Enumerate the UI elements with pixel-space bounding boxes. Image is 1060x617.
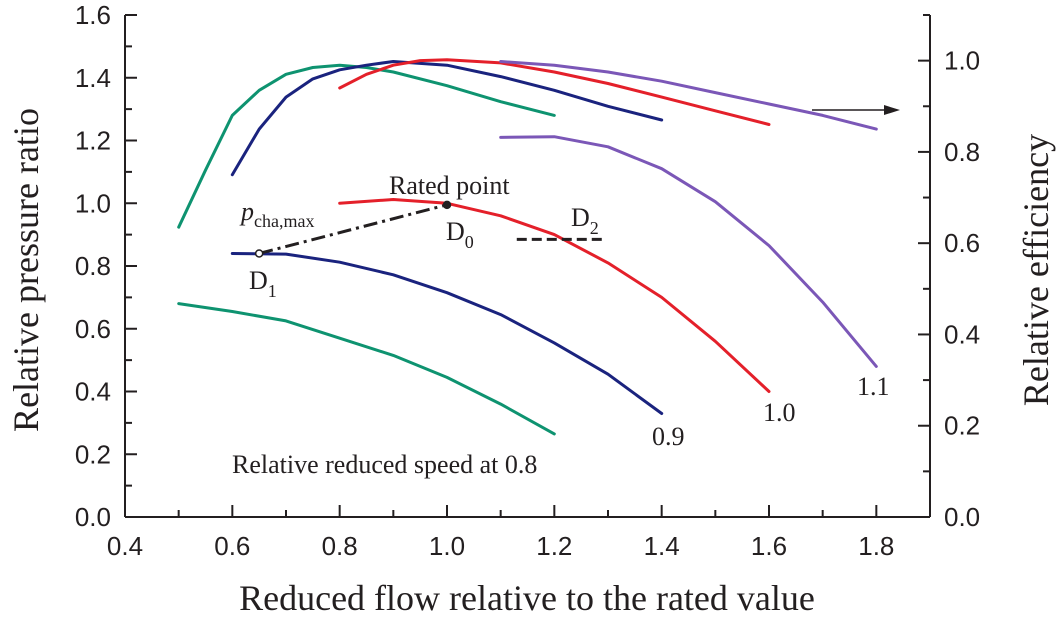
right-y-tick-label: 0.6 bbox=[944, 228, 980, 258]
speed-10-label: 1.0 bbox=[763, 398, 796, 427]
left-y-tick-label: 1.4 bbox=[75, 63, 111, 93]
right-y-tick-label: 0.8 bbox=[944, 137, 980, 167]
x-tick-label: 1.2 bbox=[536, 531, 572, 561]
d0-letter: D bbox=[446, 217, 465, 246]
p-cha-max-sub: cha,max bbox=[254, 211, 314, 231]
x-tick-label: 1.8 bbox=[858, 531, 894, 561]
series-line-pressure-0.9 bbox=[230, 252, 664, 415]
x-tick-label: 0.4 bbox=[107, 531, 143, 561]
x-tick-label: 1.0 bbox=[429, 531, 465, 561]
right-y-tick-label: 0.0 bbox=[944, 502, 980, 532]
speed-11-label: 1.1 bbox=[857, 372, 890, 401]
left-y-tick-label: 0.0 bbox=[75, 502, 111, 532]
x-tick-label: 0.8 bbox=[322, 531, 358, 561]
left-y-axis-title: Relative pressure ratio bbox=[6, 108, 46, 432]
x-tick-label: 1.6 bbox=[751, 531, 787, 561]
series-line-efficiency-1.1 bbox=[499, 60, 878, 131]
x-ticks: 0.4 0.6 0.8 1.0 1.2 1.4 1.6 1.8 bbox=[107, 505, 931, 561]
speed-09-label: 0.9 bbox=[652, 422, 685, 451]
series-line-pressure-1.0 bbox=[338, 198, 771, 393]
left-y-tick-label: 0.8 bbox=[75, 251, 111, 281]
left-y-ticks: 0.0 0.2 0.4 0.6 0.8 1.0 1.2 1.4 1.6 bbox=[75, 0, 137, 532]
x-tick-label: 0.6 bbox=[214, 531, 250, 561]
p-cha-max-label: pcha,max bbox=[239, 197, 314, 231]
d1-label: D1 bbox=[249, 266, 277, 301]
series-group bbox=[177, 58, 878, 436]
series-line-efficiency-0.8 bbox=[177, 63, 556, 229]
left-y-tick-label: 0.6 bbox=[75, 314, 111, 344]
left-y-tick-label: 0.2 bbox=[75, 439, 111, 469]
p-cha-max-line bbox=[258, 203, 448, 255]
right-y-tick-label: 0.4 bbox=[944, 319, 980, 349]
d2-label: D2 bbox=[571, 203, 599, 238]
d2-sub: 2 bbox=[590, 218, 599, 238]
left-y-tick-label: 1.6 bbox=[75, 0, 111, 30]
left-y-tick-label: 1.2 bbox=[75, 126, 111, 156]
x-axis-title: Reduced flow relative to the rated value bbox=[239, 578, 815, 617]
d0-label: D0 bbox=[446, 217, 474, 252]
left-y-tick-label: 0.4 bbox=[75, 377, 111, 407]
speed-08-label: Relative reduced speed at 0.8 bbox=[232, 450, 537, 479]
point-d1 bbox=[254, 249, 264, 258]
series-line-efficiency-0.9 bbox=[230, 60, 664, 177]
series-line-pressure-0.8 bbox=[177, 302, 556, 436]
right-y-tick-label: 1.0 bbox=[944, 46, 980, 76]
x-tick-label: 1.4 bbox=[644, 531, 680, 561]
rated-point-label: Rated point bbox=[389, 171, 510, 200]
right-y-axis-title: Relative efficiency bbox=[1016, 134, 1056, 406]
d0-sub: 0 bbox=[465, 232, 474, 252]
d1-letter: D bbox=[249, 266, 268, 295]
series-line-pressure-1.1 bbox=[499, 135, 878, 368]
d2-letter: D bbox=[571, 203, 590, 232]
right-y-ticks: 0.0 0.2 0.4 0.6 0.8 1.0 bbox=[918, 14, 980, 532]
d1-sub: 1 bbox=[268, 281, 277, 301]
point-d0 bbox=[442, 200, 452, 210]
right-axis-arrow bbox=[812, 105, 900, 115]
p-cha-max-main: p bbox=[239, 197, 254, 226]
right-y-tick-label: 0.2 bbox=[944, 411, 980, 441]
left-y-tick-label: 1.0 bbox=[75, 188, 111, 218]
